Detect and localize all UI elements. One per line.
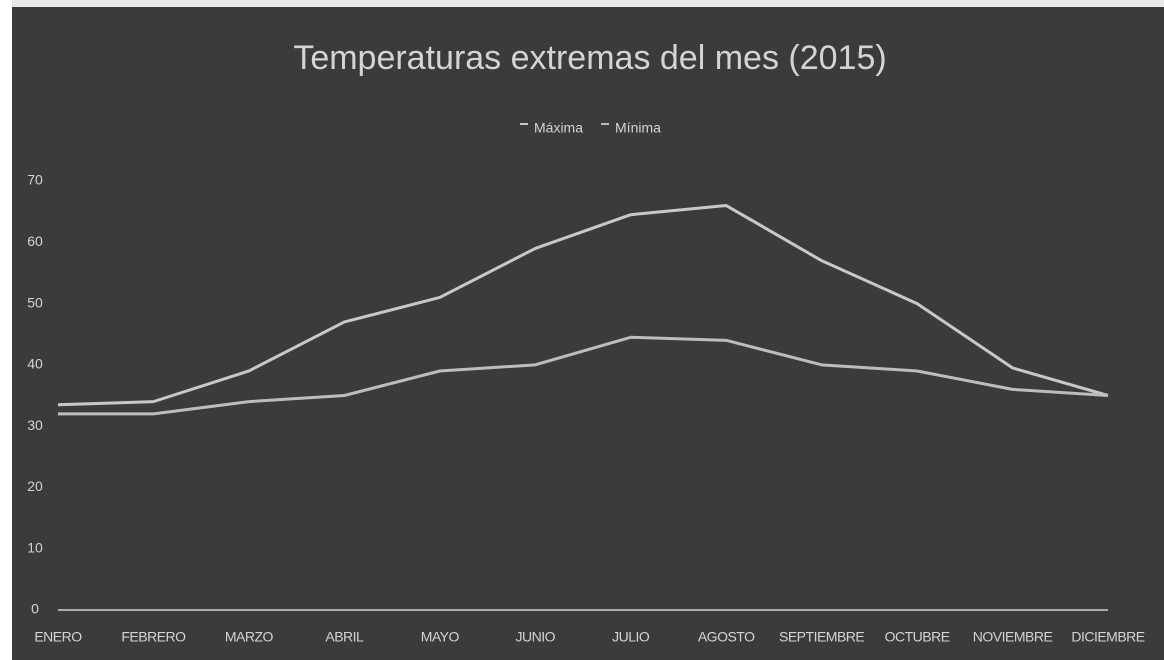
legend: Máxima Mínima	[520, 120, 661, 136]
chart-title: Temperaturas extremas del mes (2015)	[293, 39, 886, 77]
x-tick-label: MAYO	[421, 629, 460, 645]
legend-label: Mínima	[615, 120, 661, 136]
series-line	[57, 204, 1109, 407]
y-tick-label: 30	[27, 417, 43, 433]
x-tick-label: ABRIL	[325, 629, 364, 645]
x-tick-label: JULIO	[612, 629, 650, 645]
y-tick-label: 50	[27, 294, 43, 310]
y-tick-label: 20	[27, 478, 43, 494]
x-tick-label: MARZO	[225, 629, 274, 645]
y-tick-label: 60	[27, 233, 43, 249]
x-tick-label: FEBRERO	[121, 629, 186, 645]
y-tick-label: 10	[27, 539, 43, 555]
y-tick-label: 0	[31, 601, 39, 617]
legend-label: Máxima	[534, 120, 583, 136]
series-line	[58, 335, 1109, 416]
y-tick-label: 70	[27, 172, 43, 188]
x-tick-label: DICIEMBRE	[1071, 629, 1144, 645]
x-tick-label: SEPTIEMBRE	[779, 629, 864, 645]
x-tick-label: JUNIO	[516, 629, 556, 645]
y-tick-label: 40	[27, 356, 43, 372]
x-tick-label: AGOSTO	[698, 629, 755, 645]
top-border	[0, 0, 1164, 7]
x-tick-label: OCTUBRE	[885, 629, 950, 645]
x-tick-label: ENERO	[34, 629, 82, 645]
x-tick-label: NOVIEMBRE	[973, 629, 1053, 645]
left-border	[0, 0, 12, 660]
